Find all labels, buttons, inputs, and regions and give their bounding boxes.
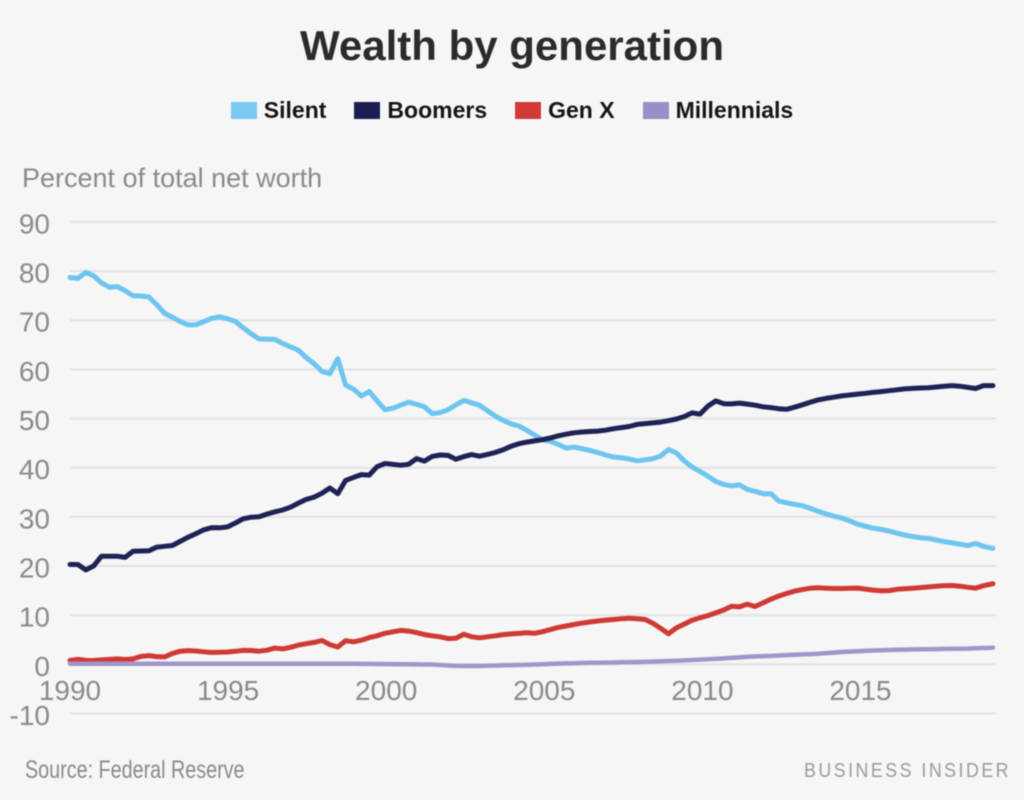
- svg-text:50: 50: [19, 405, 50, 436]
- svg-text:1990: 1990: [39, 675, 101, 706]
- svg-text:90: 90: [19, 208, 50, 239]
- svg-text:1995: 1995: [197, 675, 259, 706]
- svg-text:70: 70: [19, 307, 50, 338]
- svg-text:60: 60: [19, 356, 50, 387]
- svg-text:20: 20: [19, 553, 50, 584]
- svg-text:2005: 2005: [513, 675, 575, 706]
- svg-text:80: 80: [19, 258, 50, 289]
- svg-text:10: 10: [19, 602, 50, 633]
- svg-text:2000: 2000: [355, 675, 417, 706]
- svg-text:-10: -10: [10, 700, 50, 731]
- svg-text:40: 40: [19, 454, 50, 485]
- svg-text:0: 0: [34, 651, 50, 682]
- svg-text:2010: 2010: [671, 675, 733, 706]
- svg-text:30: 30: [19, 503, 50, 534]
- svg-text:2015: 2015: [829, 675, 891, 706]
